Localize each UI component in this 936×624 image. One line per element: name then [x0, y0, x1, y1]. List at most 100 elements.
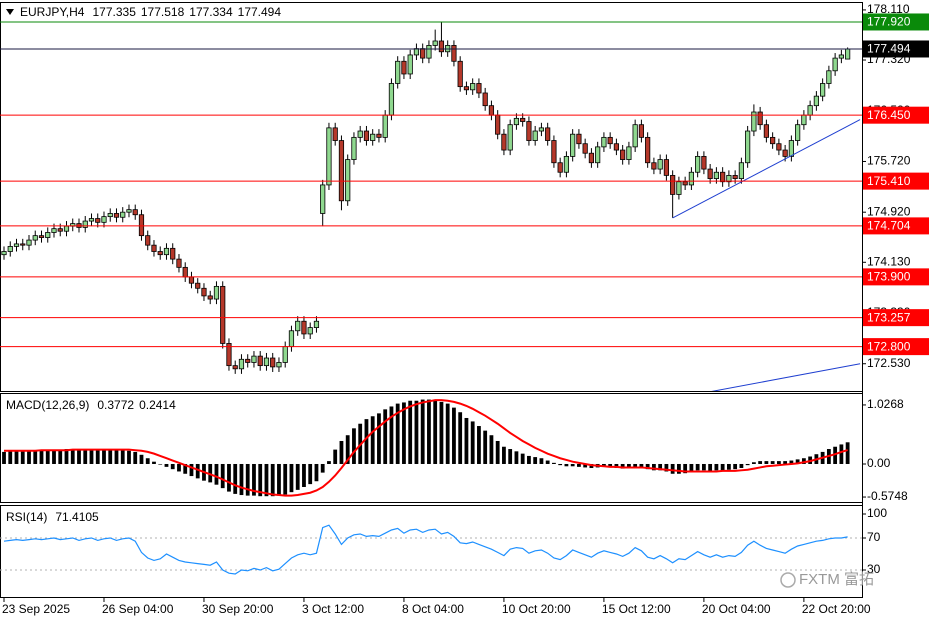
price-label: 174.704 [867, 219, 911, 233]
watermark-logo: FXTM 富拓 [780, 570, 874, 588]
candle-body [301, 320, 307, 335]
candle-body [188, 276, 195, 284]
candle-body [788, 140, 794, 157]
macd-bar [2, 451, 6, 464]
candle-body [813, 95, 819, 107]
price-label-box [863, 106, 929, 124]
macd-bar [783, 461, 788, 464]
macd-bar [277, 463, 281, 496]
candle-body [420, 48, 426, 59]
candle-body [126, 209, 132, 213]
macd-bar [483, 430, 488, 464]
macd-bar [102, 449, 106, 464]
macd-bar [189, 463, 194, 477]
macd-bar [608, 463, 613, 468]
candle-body [795, 124, 801, 141]
candle-body [407, 54, 413, 75]
candle-body [520, 117, 526, 122]
candle-body [595, 146, 601, 164]
panel-header: RSI(14) 71.4105 [6, 510, 99, 524]
macd-bar [314, 463, 319, 482]
axes: 178.110177.320176.520175.720174.920174.1… [2, 2, 929, 616]
x-tick-label: 20 Oct 04:00 [702, 602, 771, 616]
macd-bar [577, 463, 581, 467]
header-value: 177.335 [92, 5, 136, 19]
candle-body [295, 320, 301, 332]
candle-body [763, 124, 769, 138]
candle-body [201, 287, 207, 297]
header-value: 177.334 [189, 5, 233, 19]
candle-body [238, 358, 245, 370]
candle-body [270, 357, 276, 368]
macd-bar [145, 458, 150, 464]
macd-bar [114, 450, 119, 464]
macd-bar [395, 403, 400, 464]
x-tick-label: 23 Sep 2025 [2, 602, 70, 616]
macd-bar [383, 409, 388, 464]
candle-body [757, 111, 763, 126]
candle-body [276, 362, 282, 368]
candle-body [95, 218, 101, 223]
watermark: FXTM 富拓 [799, 570, 874, 588]
candle-body [601, 136, 607, 148]
candle-body [588, 152, 595, 164]
macd-bar [533, 457, 538, 464]
candle-body [457, 60, 463, 88]
macd-bar [427, 399, 431, 464]
candle-body [207, 295, 213, 300]
macd-bar [220, 463, 225, 489]
y-tick-label: 172.530 [867, 356, 911, 370]
panel-header: MACD(12,26,9) 0.3772 0.2414 [6, 398, 176, 412]
macd-bar [620, 463, 625, 469]
candle-body [801, 114, 807, 126]
macd-bar [364, 419, 369, 464]
candle-body [538, 127, 545, 132]
macd-bar [801, 458, 806, 464]
candle-body [570, 133, 576, 157]
candle-body [20, 243, 26, 246]
candle-body [545, 127, 551, 141]
macd-bar [658, 463, 663, 471]
candle-body [751, 111, 757, 132]
price-label: 177.920 [867, 15, 911, 29]
candle-body [151, 244, 157, 252]
macd-bar [770, 461, 775, 464]
candle-body [482, 92, 488, 107]
candle-body [507, 124, 513, 151]
macd-bar [45, 449, 50, 464]
price-label-box [863, 172, 929, 190]
macd-bar [527, 455, 531, 464]
candle-body [288, 330, 295, 348]
macd-bar [327, 461, 331, 464]
macd-bar [89, 449, 94, 464]
x-tick-label: 30 Sep 20:00 [202, 602, 274, 616]
macd-bar [720, 463, 725, 471]
macd-bar [39, 450, 44, 464]
macd-bar [27, 450, 31, 464]
macd-bar [70, 449, 75, 464]
macd-bar [252, 463, 256, 496]
macd-bar [627, 463, 631, 469]
menu-triangle[interactable] [6, 9, 14, 15]
macd-bar [52, 449, 56, 464]
price-label-box [863, 217, 929, 235]
rsi-line [3, 524, 848, 575]
x-tick-label: 3 Oct 12:00 [302, 602, 364, 616]
y-tick-label: -0.5748 [867, 489, 908, 503]
candle-body [170, 247, 176, 260]
macd-bar [520, 453, 525, 464]
candle-body [626, 146, 632, 160]
price-label-box [863, 268, 929, 286]
candle-body [363, 130, 370, 141]
candle-body [332, 127, 338, 141]
macd-bar [227, 463, 231, 492]
candle-body [101, 216, 107, 223]
macd-bar [370, 416, 375, 464]
candle-body [738, 162, 744, 179]
price-label-box [863, 338, 929, 356]
macd-bar [170, 463, 175, 470]
macd-bar [270, 463, 275, 497]
macd-bar [645, 463, 650, 470]
candle-body [182, 266, 188, 278]
candle-body [45, 232, 51, 238]
